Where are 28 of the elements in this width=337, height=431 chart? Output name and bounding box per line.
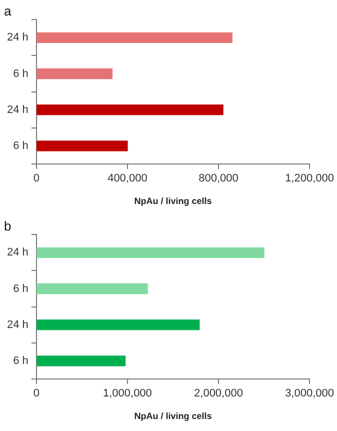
x-tick-label: 800,000 <box>198 172 238 185</box>
x-tick-label: 1,000,000 <box>102 388 152 400</box>
bar <box>36 68 113 80</box>
y-tick-label: 24 h <box>6 318 28 331</box>
x-axis-title: NpAu / living cells <box>134 411 212 422</box>
bar <box>36 247 264 258</box>
y-tick-label: 6 h <box>13 282 28 295</box>
y-tick-label: 24 h <box>6 246 28 259</box>
y-tick-label: 24 h <box>6 104 28 116</box>
y-tick-label: 6 h <box>13 140 28 152</box>
x-tick-label: 0 <box>33 388 40 400</box>
x-tick-label: 3,000,000 <box>285 388 334 400</box>
y-tick-label: 6 h <box>13 68 28 80</box>
bar <box>36 320 200 330</box>
bar <box>36 32 232 43</box>
x-tick-label: 2,000,000 <box>194 388 243 400</box>
bar <box>36 104 224 116</box>
bar <box>36 140 128 152</box>
y-tick-label: 24 h <box>6 32 28 44</box>
chart-title: b <box>4 218 12 234</box>
bar <box>36 283 148 294</box>
chart-title: a <box>4 3 12 18</box>
x-tick-label: 400,000 <box>108 172 148 185</box>
y-tick-label: 6 h <box>13 354 28 367</box>
bar <box>36 356 126 366</box>
x-tick-label: 0 <box>33 172 40 185</box>
x-axis-title: NpAu / living cells <box>134 196 212 206</box>
x-tick-label: 1,200,000 <box>285 172 334 185</box>
